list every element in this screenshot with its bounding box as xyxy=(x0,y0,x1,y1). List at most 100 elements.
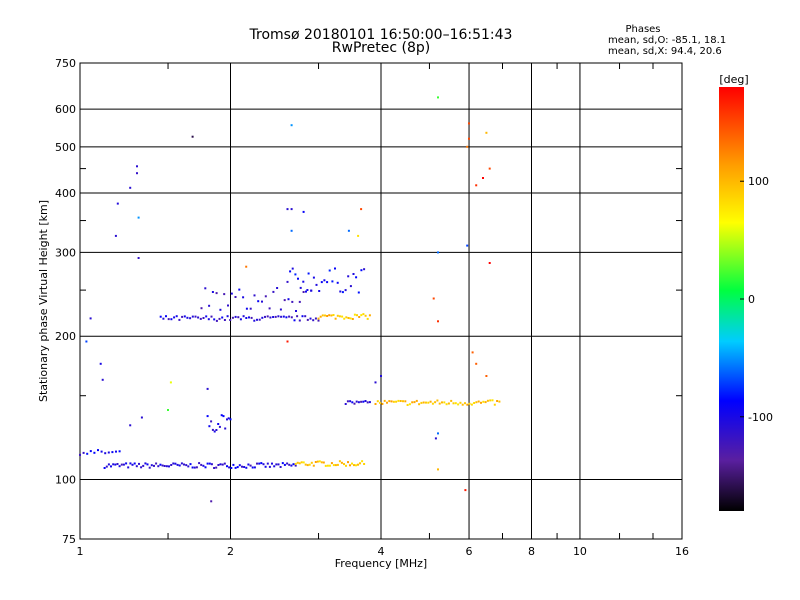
trace-point xyxy=(155,462,158,465)
data-point xyxy=(136,165,138,168)
trace-point xyxy=(420,401,423,404)
trace-point xyxy=(496,400,499,402)
trace-point xyxy=(341,315,344,318)
data-point xyxy=(89,317,92,320)
trace-point xyxy=(238,464,241,467)
trace-point xyxy=(475,401,478,404)
trace-point xyxy=(219,308,222,311)
trace-point xyxy=(349,400,352,403)
y-tick-label: 100 xyxy=(55,474,76,487)
trace-point xyxy=(257,300,260,303)
trace-point xyxy=(163,465,166,467)
trace-point xyxy=(324,464,327,467)
trace-point xyxy=(294,273,297,276)
trace-point xyxy=(315,283,318,286)
trace-point xyxy=(213,430,216,433)
trace-point xyxy=(395,400,398,403)
trace-point xyxy=(245,307,248,310)
trace-point xyxy=(144,462,147,465)
trace-point xyxy=(204,287,207,290)
trace-point xyxy=(170,464,173,466)
data-point xyxy=(357,234,360,237)
trace-point xyxy=(82,451,85,454)
trace-point xyxy=(347,275,350,278)
data-point xyxy=(129,186,132,189)
trace-point xyxy=(217,464,220,466)
trace-point xyxy=(296,315,299,318)
trace-point xyxy=(316,460,319,463)
trace-point xyxy=(317,317,320,320)
trace-point xyxy=(328,314,331,317)
trace-point xyxy=(277,315,280,318)
data-point xyxy=(437,251,439,254)
trace-point xyxy=(302,291,305,293)
trace-point xyxy=(208,425,211,428)
trace-point xyxy=(258,318,261,321)
trace-point xyxy=(368,401,371,404)
data-point xyxy=(437,468,439,471)
trace-point xyxy=(202,317,205,319)
trace-point xyxy=(268,465,271,468)
trace-point xyxy=(362,313,365,316)
trace-point xyxy=(457,403,460,406)
trace-point xyxy=(176,463,179,466)
trace-point xyxy=(351,401,354,404)
trace-point xyxy=(484,401,487,404)
trace-point xyxy=(323,279,326,282)
trace-point xyxy=(295,310,297,312)
trace-point xyxy=(330,314,333,317)
trace-point xyxy=(223,462,226,465)
data-point xyxy=(114,234,117,237)
trace-point xyxy=(230,292,233,295)
trace-point xyxy=(226,465,228,468)
grid xyxy=(80,63,682,539)
x-axis-ticks: 1 2 4 6 8 10 16 xyxy=(77,545,690,558)
trace-point xyxy=(450,399,453,402)
trace-point xyxy=(277,463,280,466)
y-tick-label: 75 xyxy=(62,533,76,546)
trace-point xyxy=(223,319,226,321)
trace-point xyxy=(411,401,414,404)
trace-point xyxy=(347,317,350,319)
trace-point xyxy=(291,300,294,303)
trace-point xyxy=(175,315,178,318)
trace-point xyxy=(238,288,241,291)
trace-point xyxy=(331,280,334,283)
trace-point xyxy=(294,464,297,467)
data-point xyxy=(116,202,119,205)
trace-point xyxy=(289,270,292,273)
trace-point xyxy=(146,463,149,466)
trace-point xyxy=(310,461,313,464)
data-point xyxy=(245,265,248,268)
trace-point xyxy=(279,466,282,468)
trace-point xyxy=(498,400,501,403)
colorbar-label: [deg] xyxy=(719,73,748,86)
trace-point xyxy=(268,307,271,310)
trace-point xyxy=(129,462,132,465)
trace-point xyxy=(105,465,108,468)
trace-point xyxy=(220,414,223,417)
trace-point xyxy=(392,400,395,403)
trace-point xyxy=(302,461,305,464)
trace-point xyxy=(357,291,360,294)
trace-point xyxy=(336,281,339,284)
trace-point xyxy=(210,315,213,318)
data-point xyxy=(169,381,172,384)
trace-point xyxy=(297,277,299,280)
trace-point xyxy=(208,462,211,465)
trace-point xyxy=(180,462,183,465)
y-tick-label: 300 xyxy=(55,246,76,259)
trace-point xyxy=(237,316,240,319)
trace-point xyxy=(330,462,333,465)
trace-point xyxy=(305,290,307,293)
trace-point xyxy=(217,423,220,425)
trace-point xyxy=(344,289,347,292)
trace-point xyxy=(107,463,110,466)
trace-point xyxy=(340,461,343,464)
trace-point xyxy=(222,415,225,418)
trace-point xyxy=(364,314,367,317)
trace-point xyxy=(230,467,233,469)
trace-point xyxy=(477,400,480,403)
x-tick-label: 2 xyxy=(227,545,234,558)
